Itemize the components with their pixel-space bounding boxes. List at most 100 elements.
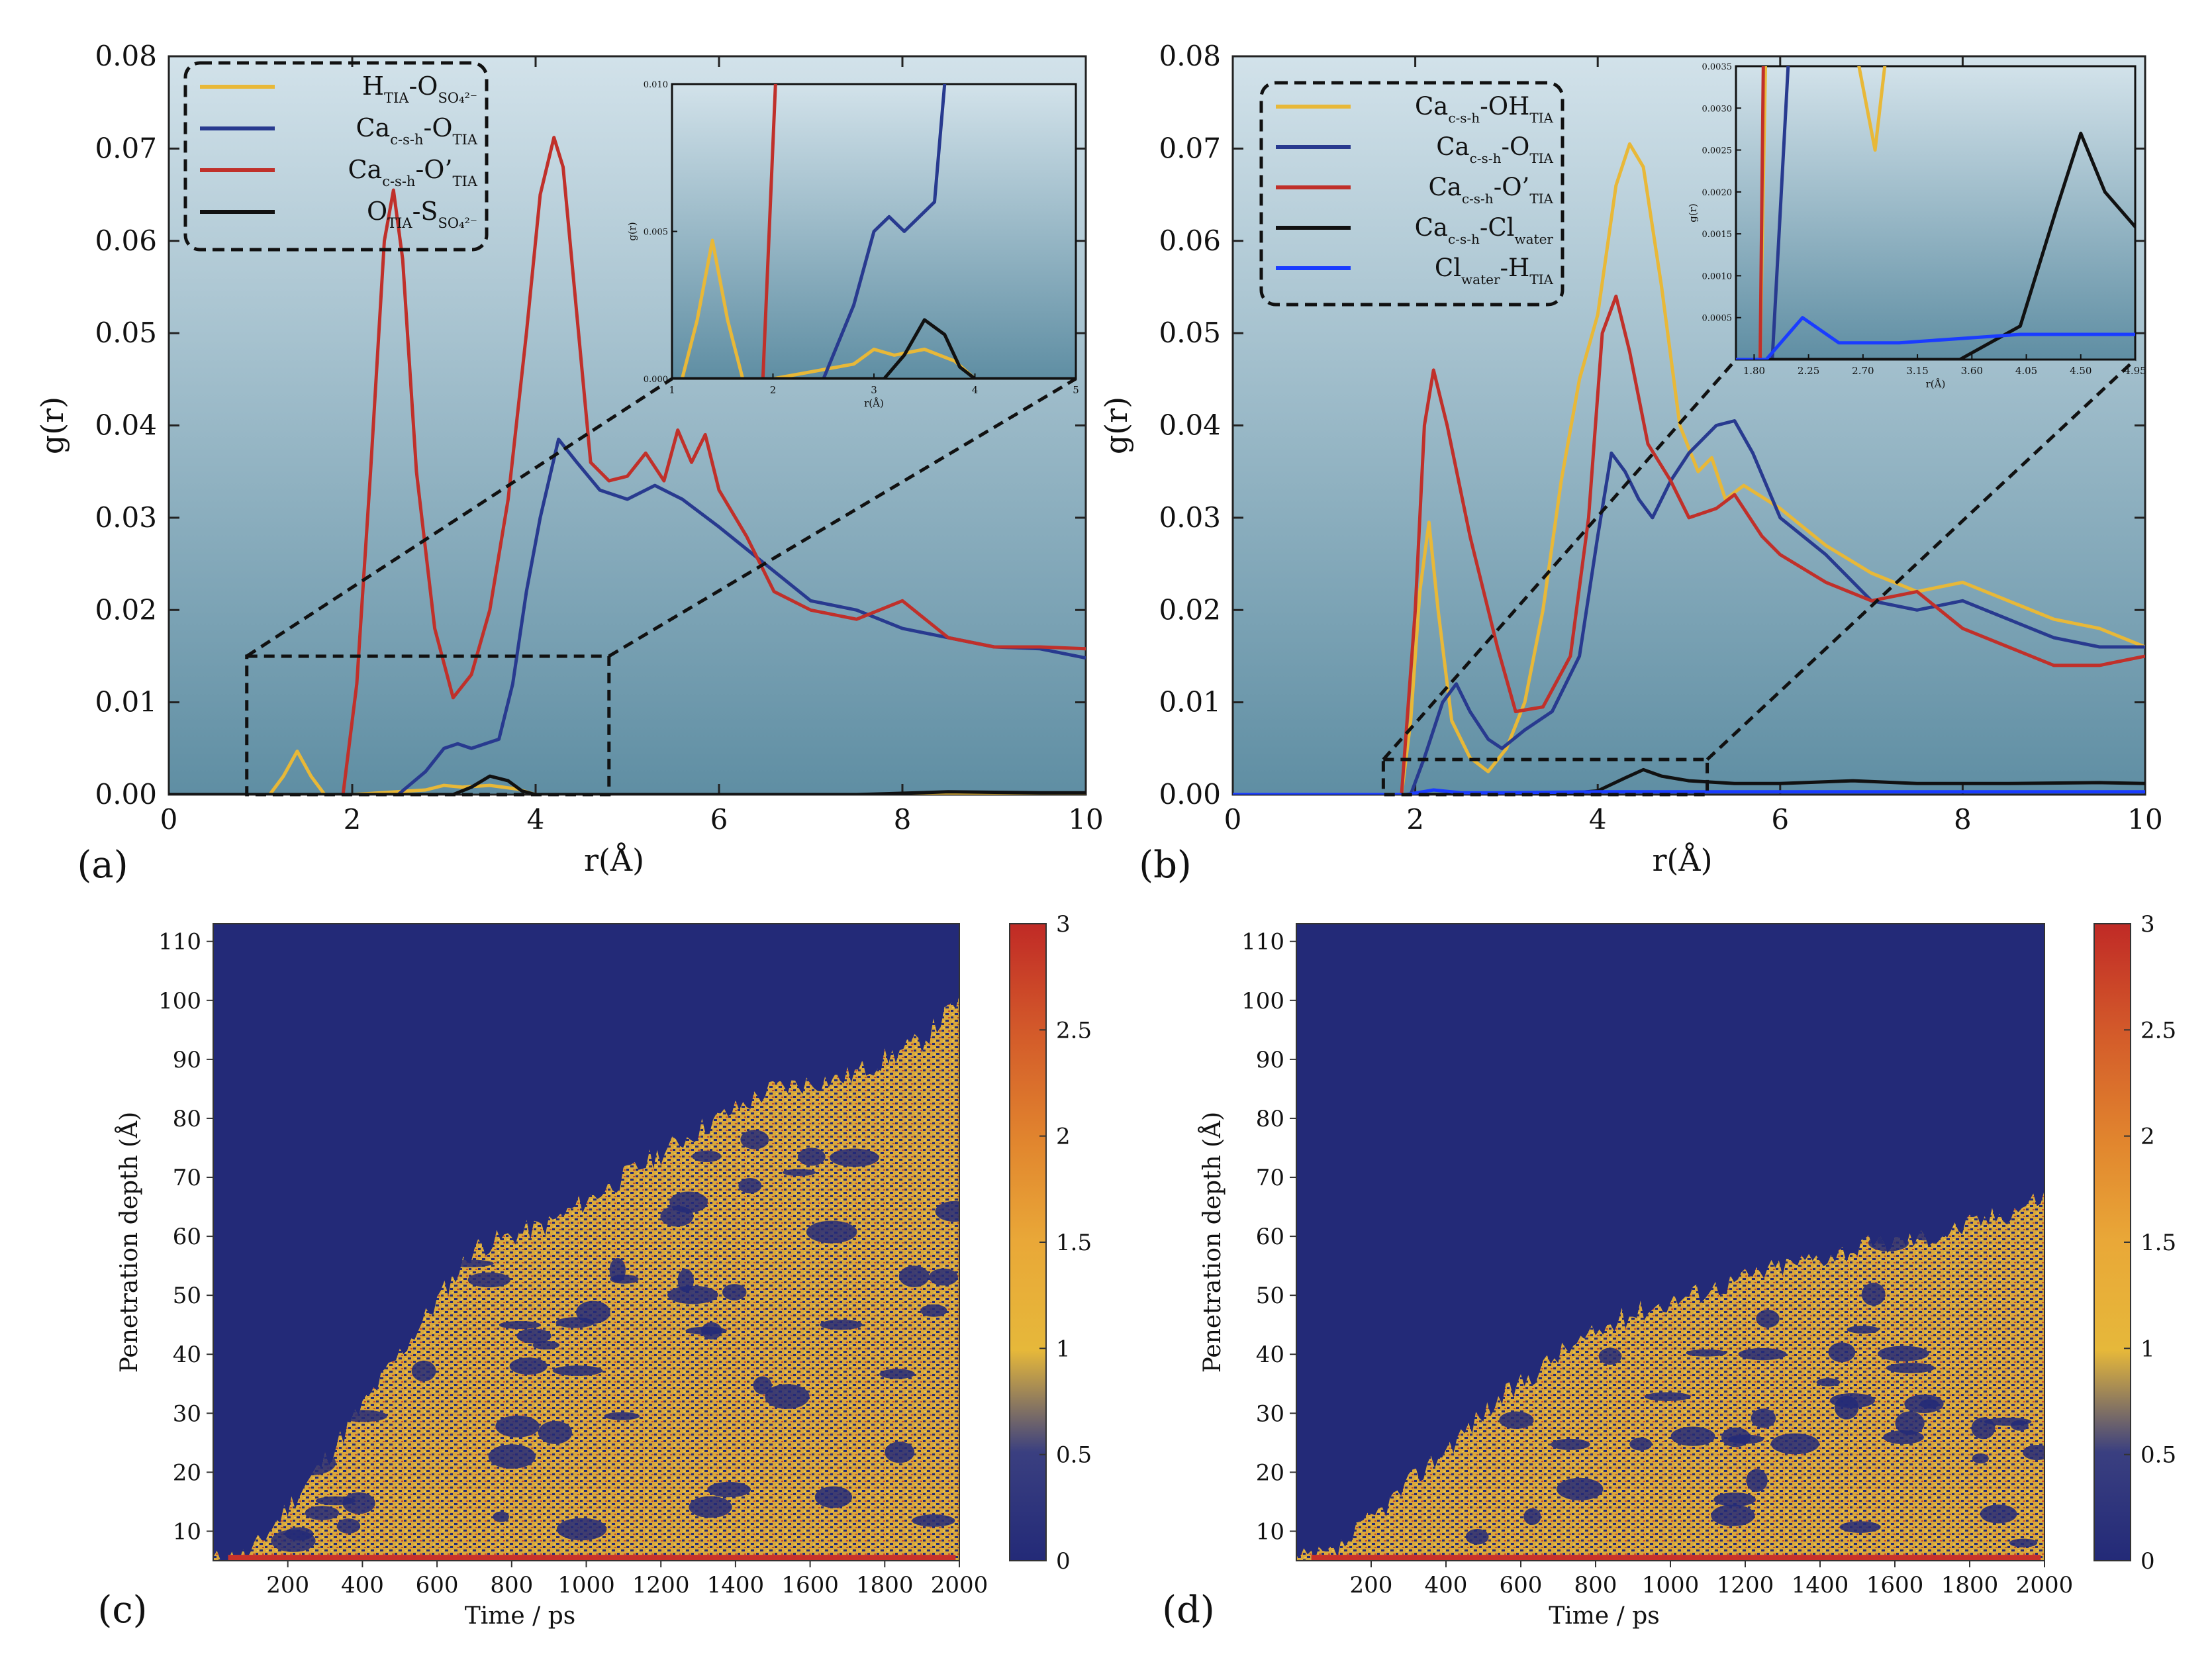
low-density-pocket bbox=[722, 1284, 747, 1300]
inset-x-label: r(Å) bbox=[864, 397, 884, 409]
y-tick-label: 0.02 bbox=[95, 593, 157, 626]
low-density-pocket bbox=[1686, 1349, 1727, 1357]
colorbar-tick-label: 2.5 bbox=[1056, 1017, 1092, 1044]
y-tick-label: 110 bbox=[158, 929, 201, 956]
x-axis-label: Time / ps bbox=[465, 1602, 576, 1630]
y-tick-label: 50 bbox=[173, 1283, 201, 1309]
low-density-pocket bbox=[1644, 1392, 1691, 1401]
low-density-pocket bbox=[1847, 1325, 1879, 1334]
y-tick-label: 80 bbox=[173, 1106, 201, 1132]
legend-entry: Clwater-HTIA bbox=[1435, 254, 1554, 287]
inset-y-tick-label: 0.010 bbox=[644, 80, 668, 90]
low-density-pocket bbox=[1746, 1469, 1768, 1493]
low-density-pocket bbox=[765, 1384, 810, 1409]
low-density-pocket bbox=[604, 1412, 640, 1420]
x-tick-label: 1600 bbox=[781, 1572, 839, 1598]
legend-frame bbox=[1259, 81, 1564, 307]
x-tick-label: 6 bbox=[710, 803, 728, 836]
panel-label: (b) bbox=[1139, 844, 1192, 887]
series-line-o-s bbox=[169, 774, 1086, 795]
low-density-pocket bbox=[532, 1340, 559, 1349]
inset-y-label: g(r) bbox=[626, 222, 638, 240]
y-tick-label: 0.03 bbox=[95, 501, 157, 534]
inset-x-tick-label: 3.15 bbox=[1906, 365, 1928, 377]
colorbar-tick-label: 3 bbox=[1056, 911, 1071, 938]
low-density-pocket bbox=[2009, 1538, 2038, 1547]
y-tick-label: 60 bbox=[1256, 1224, 1284, 1250]
colorbar-tick-label: 1.5 bbox=[1056, 1230, 1092, 1256]
low-density-pocket bbox=[1816, 1378, 1841, 1387]
x-tick-label: 200 bbox=[1350, 1572, 1393, 1598]
x-tick-label: 1000 bbox=[1642, 1572, 1700, 1598]
legend-subscript: SO₄²⁻ bbox=[438, 215, 477, 231]
inset-y-tick-label: 0.000 bbox=[644, 375, 668, 385]
legend-text: Ca bbox=[1415, 92, 1448, 121]
legend-subscript: c-s-h bbox=[1462, 191, 1494, 207]
legend-subscript: TIA bbox=[1529, 271, 1553, 287]
legend-text: -OH bbox=[1480, 92, 1529, 121]
y-tick-label: 0.05 bbox=[95, 317, 157, 349]
x-tick-label: 2000 bbox=[931, 1572, 988, 1598]
legend-text: -H bbox=[1500, 254, 1530, 282]
y-tick-label: 110 bbox=[1241, 929, 1284, 956]
legend-subscript: c-s-h bbox=[382, 173, 415, 189]
inset-x-tick-label: 2 bbox=[770, 384, 777, 396]
x-tick-label: 400 bbox=[1425, 1572, 1468, 1598]
low-density-pocket bbox=[1598, 1348, 1622, 1365]
series-line-ca-o bbox=[1233, 419, 2145, 795]
x-tick-label: 1200 bbox=[1717, 1572, 1774, 1598]
low-density-pocket bbox=[2011, 1420, 2029, 1431]
low-density-pocket bbox=[1713, 1492, 1756, 1507]
low-density-pocket bbox=[1738, 1348, 1787, 1361]
y-tick-label: 0.04 bbox=[1159, 409, 1221, 442]
series-line-h-o bbox=[169, 750, 1086, 795]
legend-subscript: TIA bbox=[453, 173, 478, 189]
colorbar-tick-label: 0 bbox=[2140, 1548, 2155, 1575]
low-density-pocket bbox=[499, 1320, 542, 1330]
zoom-box bbox=[1381, 758, 1709, 797]
low-density-pocket bbox=[920, 1304, 947, 1317]
colorbar-tick-label: 1.5 bbox=[2140, 1230, 2176, 1256]
low-density-pocket bbox=[1861, 1283, 1886, 1306]
low-density-pocket bbox=[1839, 1521, 1881, 1533]
y-tick-label: 70 bbox=[1256, 1165, 1284, 1191]
y-tick-label: 90 bbox=[1256, 1047, 1284, 1073]
low-density-pocket bbox=[753, 1376, 772, 1395]
low-density-pocket bbox=[1670, 1426, 1715, 1446]
y-axis-label: g(r) bbox=[1098, 397, 1134, 454]
low-density-pocket bbox=[830, 1148, 879, 1167]
low-density-pocket bbox=[738, 1178, 762, 1194]
low-density-pocket bbox=[516, 1328, 552, 1344]
low-density-pocket bbox=[692, 1150, 722, 1162]
low-density-pocket bbox=[467, 1272, 510, 1288]
low-density-pocket bbox=[556, 1518, 607, 1541]
x-tick-label: 4 bbox=[527, 803, 545, 836]
low-density-pocket bbox=[1895, 1411, 1925, 1436]
series-line-cl-h bbox=[1736, 316, 2135, 360]
penetration-region bbox=[1296, 1190, 2044, 1561]
low-density-pocket bbox=[495, 1415, 540, 1438]
x-tick-label: 400 bbox=[341, 1572, 384, 1598]
x-tick-label: 2 bbox=[344, 803, 361, 836]
low-density-pocket bbox=[488, 1444, 536, 1469]
low-density-pocket bbox=[1523, 1508, 1541, 1525]
legend-b: Cac-s-h-OHTIACac-s-h-OTIACac-s-h-O’TIACa… bbox=[1259, 81, 1564, 307]
legend-text: Ca bbox=[1428, 173, 1461, 201]
legend-subscript: c-s-h bbox=[1448, 231, 1480, 247]
y-tick-label: 0.00 bbox=[95, 778, 157, 810]
inset-x-tick-label: 4.05 bbox=[2015, 365, 2037, 377]
low-density-pocket bbox=[740, 1130, 769, 1150]
series-line-ca-o- bbox=[169, 136, 1086, 795]
legend-entry: Cac-s-h-OTIA bbox=[356, 113, 478, 148]
y-tick-label: 100 bbox=[158, 988, 201, 1014]
x-tick-label: 8 bbox=[894, 803, 912, 836]
colorbar: 0 0.5 1 1.5 2 2.5 3 bbox=[1009, 911, 1092, 1575]
low-density-pocket bbox=[1721, 1427, 1751, 1447]
series-line-ca-o bbox=[672, 84, 947, 379]
series-line-o-s bbox=[672, 318, 1076, 379]
inset-y-tick-label: 0.0015 bbox=[1702, 230, 1733, 240]
inset-y-tick-label: 0.0010 bbox=[1702, 271, 1733, 281]
low-density-pocket bbox=[814, 1486, 853, 1508]
